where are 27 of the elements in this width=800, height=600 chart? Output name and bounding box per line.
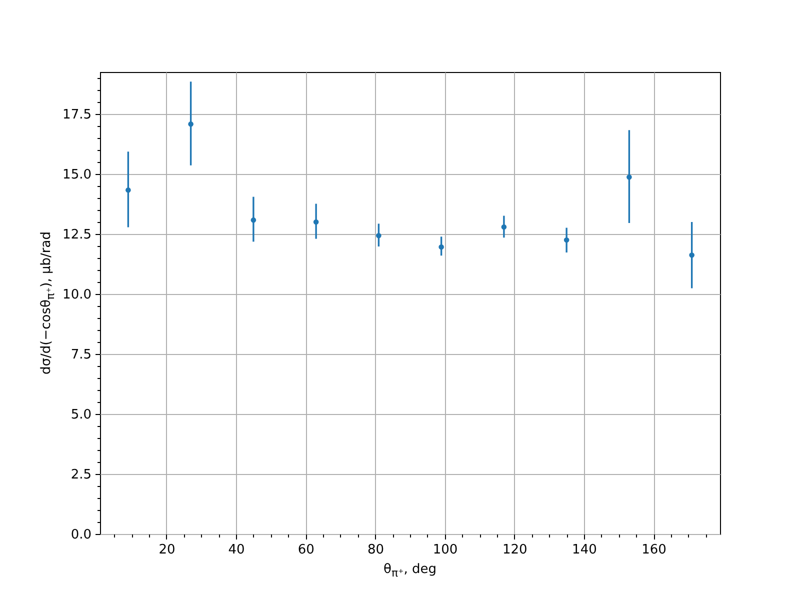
point bbox=[626, 174, 632, 180]
x-tick-label: 140 bbox=[572, 542, 597, 558]
y-tick-label: 0.0 bbox=[70, 528, 92, 542]
y-tick-label: 17.5 bbox=[62, 108, 92, 122]
point bbox=[689, 252, 694, 258]
x-axis-title: θ$_{π⁺}$, deg bbox=[384, 562, 436, 580]
point bbox=[501, 224, 507, 230]
x-tick-label: 60 bbox=[298, 542, 314, 558]
point bbox=[564, 237, 570, 243]
x-tick-label: 100 bbox=[432, 542, 458, 558]
point bbox=[376, 233, 382, 238]
point bbox=[313, 219, 319, 225]
y-tick-label: 5.0 bbox=[70, 408, 92, 422]
x-tick-label: 120 bbox=[502, 542, 528, 558]
x-tick-label: 80 bbox=[367, 542, 384, 558]
y-tick-label: 7.5 bbox=[70, 348, 92, 362]
x-tick-label: 160 bbox=[642, 542, 666, 558]
y-tick-label: 12.5 bbox=[62, 228, 92, 242]
point bbox=[438, 244, 444, 250]
point bbox=[126, 187, 131, 193]
point bbox=[188, 121, 194, 127]
y-tick-label: 10.0 bbox=[62, 288, 92, 302]
x-tick-label: 40 bbox=[228, 542, 245, 558]
x-tick-label: 20 bbox=[158, 542, 176, 558]
point bbox=[250, 217, 256, 223]
y-tick-label: 2.5 bbox=[70, 468, 92, 482]
y-tick-label: 15.0 bbox=[62, 168, 92, 182]
